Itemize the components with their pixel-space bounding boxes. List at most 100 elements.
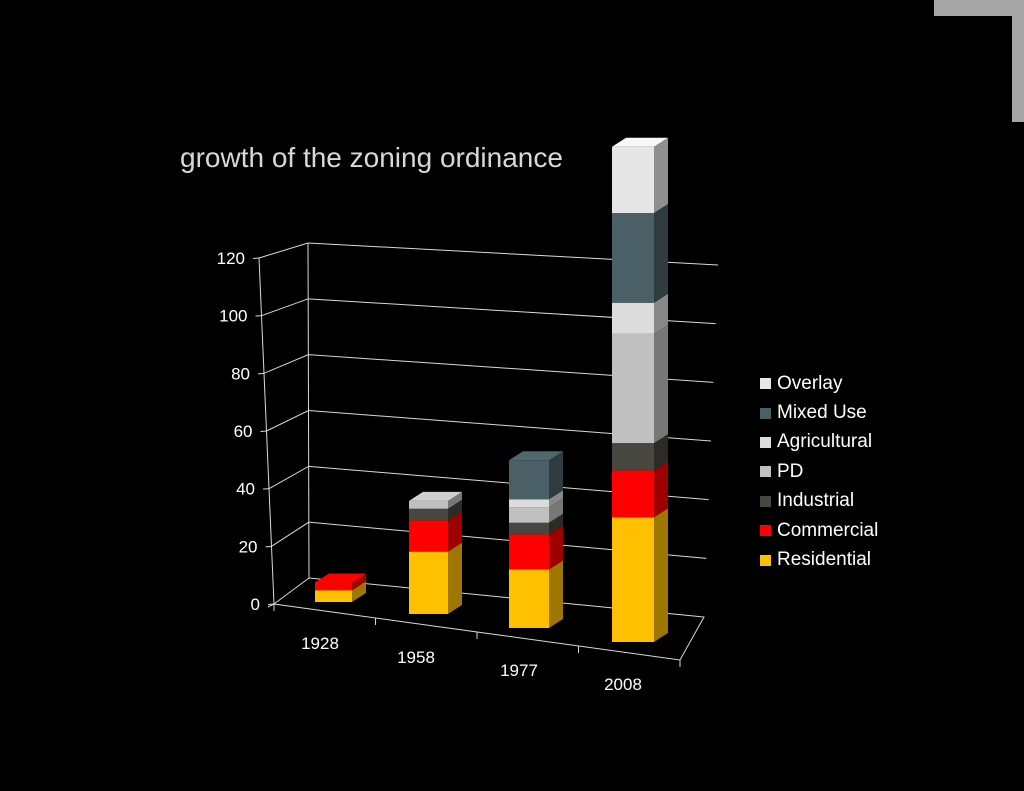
bar-segment — [612, 293, 668, 334]
y-tick-label: 120 — [217, 249, 245, 268]
bar-front-face — [509, 507, 549, 523]
bar-front-face — [409, 500, 448, 509]
legend-item: Industrial — [760, 487, 878, 516]
legend-item: Mixed Use — [760, 398, 878, 427]
bar-segment — [409, 542, 462, 614]
bar-segment — [509, 560, 563, 628]
bar-segment — [409, 511, 462, 552]
bar-front-face — [315, 590, 352, 602]
bar-side-face — [654, 293, 668, 334]
bar-side-face — [549, 525, 563, 570]
bar-front-face — [315, 582, 352, 591]
legend-label: Residential — [777, 549, 871, 571]
y-tick-mark — [265, 545, 272, 548]
bar-segment — [612, 508, 668, 642]
y-tick-mark — [267, 603, 275, 608]
legend-item: PD — [760, 457, 878, 486]
y-tick-mark — [257, 372, 265, 375]
bar-side-face — [549, 451, 563, 500]
bar-front-face — [612, 443, 654, 471]
legend-item: Overlay — [760, 369, 878, 398]
bar-side-face — [448, 499, 462, 521]
y-tick-label: 100 — [219, 307, 247, 326]
bar-front-face — [409, 551, 448, 614]
legend-swatch — [760, 554, 771, 566]
bar-front-face — [509, 499, 549, 508]
legend-item: Commercial — [760, 516, 878, 545]
bar-segment — [315, 581, 366, 602]
x-tick-label: 2008 — [604, 675, 642, 694]
bar-front-face — [509, 569, 549, 628]
bar-front-face — [509, 460, 549, 500]
y-axis-line — [258, 257, 275, 605]
bar-side-face — [448, 511, 462, 552]
legend-swatch — [760, 495, 771, 507]
bar-front-face — [612, 470, 654, 518]
bar-stack-1977 — [509, 451, 563, 628]
bar-front-face — [409, 520, 448, 552]
legend-swatch — [760, 466, 771, 478]
bar-front-face — [612, 302, 654, 334]
bar-stack-1928 — [315, 573, 366, 602]
bar-front-face — [409, 508, 448, 521]
bar-top-face — [612, 137, 668, 147]
bar-side-face — [549, 498, 563, 523]
bar-side-face — [549, 560, 563, 628]
y-tick-mark — [252, 257, 260, 259]
y-tick-label: 20 — [239, 537, 258, 556]
legend-label: Overlay — [777, 372, 843, 394]
bar-side-face — [654, 461, 668, 518]
gridlines — [252, 242, 719, 667]
legend-item: Agricultural — [760, 428, 878, 457]
x-tick-label: 1928 — [301, 634, 339, 653]
bar-segment — [612, 137, 668, 213]
bar-segment — [612, 324, 668, 444]
legend-item: Residential — [760, 545, 878, 574]
bar-front-face — [612, 213, 654, 303]
bar-front-face — [612, 146, 654, 213]
bar-side-face — [448, 491, 462, 509]
bar-front-face — [612, 517, 654, 642]
y-tick-mark — [262, 488, 270, 490]
bar-segment — [509, 513, 563, 535]
bar-segment — [509, 525, 563, 570]
bar-segment — [509, 490, 563, 508]
x-tick-label: 1977 — [500, 661, 538, 680]
wall-corner-line — [307, 242, 310, 579]
legend-swatch — [760, 407, 771, 419]
bar-top-face — [409, 491, 462, 501]
bar-segment — [409, 499, 462, 521]
bar-side-face — [448, 542, 462, 614]
bar-side-face — [549, 490, 563, 508]
bar-side-face — [654, 204, 668, 303]
bar-segment — [612, 204, 668, 303]
legend-label: Agricultural — [777, 431, 873, 453]
bar-segment — [315, 573, 366, 591]
legend-label: Commercial — [777, 519, 879, 541]
bar-segment — [509, 498, 563, 523]
floor-outline — [272, 577, 705, 661]
legend-label: Industrial — [777, 490, 855, 512]
bar-side-face — [654, 434, 668, 471]
y-tick-label: 40 — [236, 480, 255, 499]
y-tick-label: 80 — [231, 364, 250, 383]
bar-segment — [612, 461, 668, 518]
legend-label: PD — [777, 460, 804, 482]
bar-segment — [509, 451, 563, 500]
y-tick-label: 60 — [234, 422, 253, 441]
bar-segment — [612, 434, 668, 471]
legend-swatch — [760, 525, 771, 537]
bar-stack-2008 — [612, 137, 668, 642]
bar-side-face — [654, 324, 668, 444]
x-tick-label: 1958 — [397, 648, 435, 667]
bar-side-face — [654, 508, 668, 642]
bar-top-face — [509, 451, 563, 461]
y-tick-mark — [255, 315, 262, 317]
legend-swatch — [760, 378, 771, 390]
chart-legend: Overlay Mixed Use Agricultural PD Industrial… — [760, 369, 878, 575]
bar-front-face — [509, 534, 549, 570]
y-tick-mark — [260, 430, 267, 432]
bar-front-face — [612, 333, 654, 444]
chart-title: growth of the zoning ordinance — [180, 142, 563, 173]
